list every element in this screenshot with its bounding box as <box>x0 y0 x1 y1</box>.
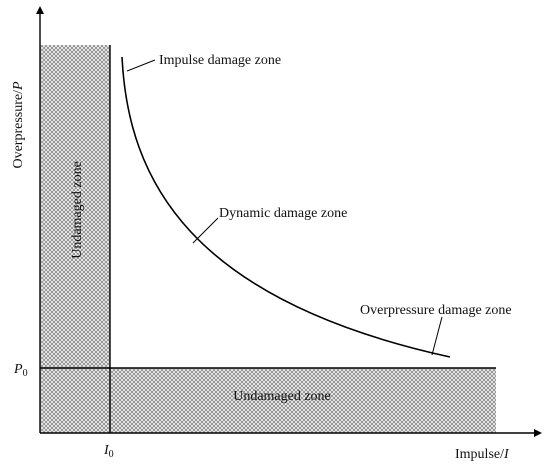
i0-sub: 0 <box>109 449 114 460</box>
overpressure-damage-leader <box>431 316 443 356</box>
dynamic-damage-label: Dynamic damage zone <box>219 206 347 221</box>
x-axis-label-text: Impulse/ <box>455 447 504 462</box>
dynamic-damage-leader <box>192 217 219 244</box>
p0-sub: 0 <box>23 368 28 379</box>
i0-label: I0 <box>103 443 114 460</box>
p0-label: P0 <box>13 362 28 379</box>
vertical-undamaged-label: Undamaged zone <box>70 161 85 259</box>
x-axis-label: Impulse/I <box>455 447 510 462</box>
damage-curve <box>121 56 451 358</box>
horizontal-undamaged-label: Undamaged zone <box>233 389 331 404</box>
impulse-damage-label: Impulse damage zone <box>159 53 281 68</box>
y-axis-label: Overpressure/P <box>11 81 26 169</box>
horizontal-undamaged-region <box>110 368 496 433</box>
y-axis-label-text: Overpressure/ <box>11 90 26 169</box>
overpressure-damage-label: Overpressure damage zone <box>360 303 512 318</box>
impulse-damage-leader <box>126 59 156 72</box>
x-axis-label-var: I <box>503 447 510 462</box>
p0-var: P <box>13 362 23 377</box>
y-axis-label-var: P <box>11 81 26 91</box>
i0-var: I <box>103 443 110 458</box>
